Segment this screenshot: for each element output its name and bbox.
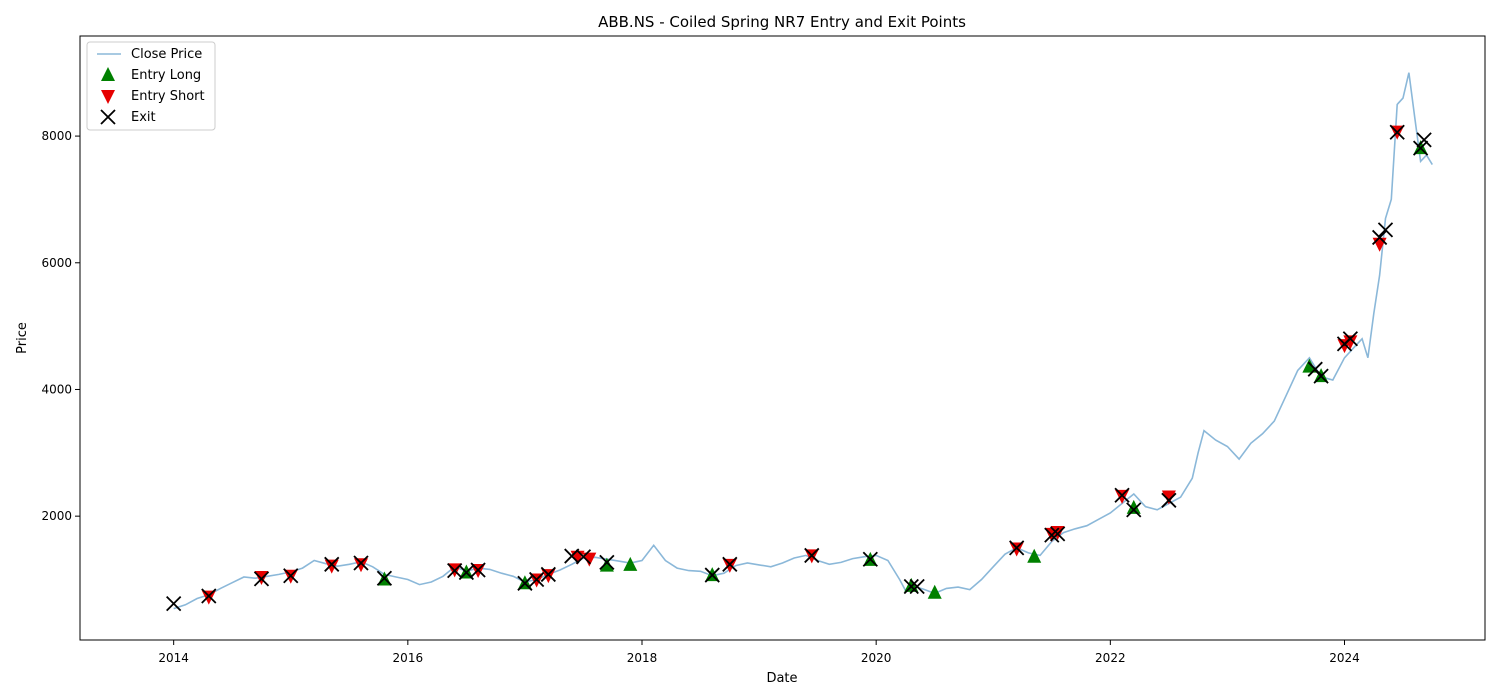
legend-entry-long-swatch (101, 67, 115, 81)
exit-marker (166, 595, 182, 612)
close-price-line (173, 72, 1433, 610)
legend-exit-label: Exit (131, 110, 156, 125)
y-tick-label: 2000 (41, 509, 72, 523)
exit-marker (1416, 132, 1432, 148)
exit-marker (517, 575, 533, 591)
entry-long-marker (599, 557, 614, 572)
y-tick-label: 6000 (41, 256, 72, 270)
y-tick-label: 8000 (41, 129, 72, 143)
entry-long-marker (1302, 358, 1317, 373)
exit-marker (1126, 502, 1142, 518)
exit-marker (804, 547, 820, 564)
entry-short-marker (201, 590, 216, 605)
x-tick-label: 2016 (393, 651, 424, 665)
y-axis: 2000 4000 6000 8000 (41, 129, 80, 523)
entry-short-marker (1372, 237, 1387, 252)
entry-short-marker (1115, 489, 1130, 504)
exit-marker (1377, 222, 1394, 238)
exit-marker (575, 549, 592, 565)
y-tick-label: 4000 (41, 382, 72, 396)
entry-short-marker (1343, 335, 1358, 350)
legend-close-price-label: Close Price (131, 47, 202, 62)
legend-box (86, 41, 216, 131)
exit-marker-group (166, 124, 1432, 612)
x-tick-label: 2020 (861, 651, 892, 665)
chart-title: ABB.NS - Coiled Spring NR7 Entry and Exi… (598, 13, 966, 31)
exit-marker (722, 556, 738, 572)
y-axis-label: Price (15, 322, 30, 354)
plot-area (166, 72, 1433, 612)
exit-marker (1313, 368, 1329, 384)
entry-short-marker-group (201, 125, 1405, 605)
exit-marker (903, 578, 919, 595)
exit-marker (528, 571, 545, 588)
exit-marker (1161, 492, 1177, 508)
exit-marker (1389, 124, 1405, 140)
legend-entry-short-label: Entry Short (131, 89, 205, 104)
entry-long-marker (1027, 548, 1042, 563)
x-tick-label: 2014 (158, 651, 189, 665)
axes-frame (79, 35, 1486, 641)
exit-marker (458, 564, 475, 581)
entry-short-marker (541, 569, 556, 584)
exit-marker (540, 566, 556, 583)
exit-marker (909, 578, 925, 595)
exit-marker (564, 548, 580, 564)
entry-short-marker (354, 558, 368, 573)
exit-marker (470, 562, 486, 578)
x-axis-label: Date (766, 671, 797, 686)
entry-short-marker (324, 559, 339, 574)
entry-long-marker (927, 584, 942, 599)
exit-marker (599, 554, 615, 571)
exit-marker (1412, 140, 1429, 156)
exit-marker (324, 556, 340, 572)
x-tick-label: 2024 (1329, 651, 1360, 665)
exit-marker (1342, 331, 1358, 347)
exit-marker (201, 588, 217, 604)
exit-marker (253, 571, 270, 587)
exit-marker (1050, 526, 1066, 542)
exit-marker (1009, 540, 1025, 556)
entry-short-marker (582, 552, 597, 567)
exit-marker (704, 567, 720, 583)
entry-short-marker (722, 558, 737, 573)
legend-entry-long-label: Entry Long (131, 68, 201, 83)
x-tick-label: 2018 (627, 651, 658, 665)
legend: Close Price Entry Long Entry Short Exit (86, 41, 216, 131)
entry-short-marker (1009, 542, 1024, 557)
x-tick-label: 2022 (1095, 651, 1126, 665)
exit-marker (283, 568, 299, 584)
exit-marker (1114, 487, 1130, 503)
entry-long-marker-group (377, 140, 1428, 599)
exit-marker (376, 570, 393, 586)
legend-entry-short-swatch (101, 90, 115, 104)
exit-marker (862, 551, 878, 567)
entry-long-marker (1126, 499, 1141, 514)
exit-marker (1044, 527, 1060, 543)
exit-marker (1371, 229, 1388, 246)
entry-long-marker (623, 556, 638, 571)
legend-exit-swatch (100, 109, 116, 125)
x-axis: 2014 2016 2018 2020 2022 2024 (158, 640, 1360, 665)
exit-marker (353, 555, 369, 571)
entry-short-marker (1161, 490, 1176, 505)
